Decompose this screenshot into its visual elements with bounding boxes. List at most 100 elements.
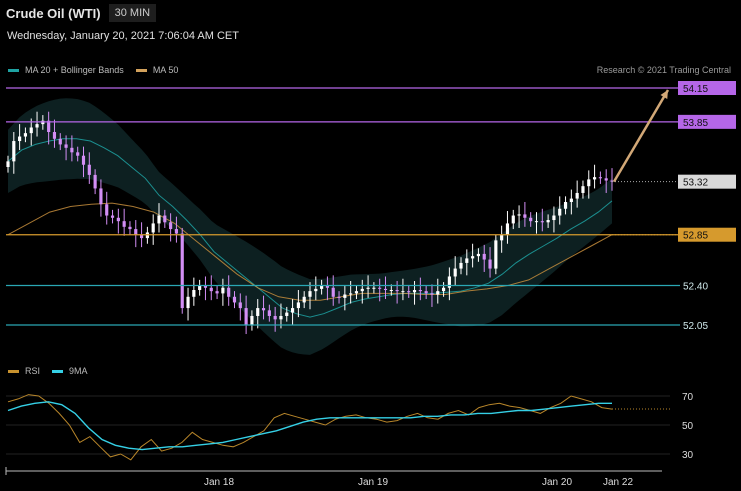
candle [500, 234, 504, 241]
level-tag-54.15 [678, 81, 736, 95]
level-label-52.85: 52.85 [683, 231, 708, 242]
x-tick-label: Jan 22 [603, 477, 633, 488]
candle [70, 147, 74, 153]
timeframe-button[interactable]: 30 MIN [108, 4, 157, 22]
rsi-9ma-line [7, 401, 612, 451]
candle [349, 293, 353, 295]
9ma-swatch [52, 370, 64, 374]
candle [296, 302, 300, 309]
candle [99, 188, 103, 205]
candle [163, 215, 167, 223]
candle [494, 240, 498, 269]
candle [261, 308, 266, 311]
candle [529, 217, 533, 222]
candle [157, 215, 161, 224]
candle [93, 174, 97, 189]
candle [412, 290, 417, 293]
candle [401, 291, 405, 293]
candle [169, 222, 173, 230]
rsi-tick: 30 [682, 450, 694, 461]
target-arrow [612, 89, 670, 183]
legend-ma50-label: MA 50 [152, 65, 179, 75]
rsi-line [7, 394, 613, 461]
candle [378, 287, 382, 289]
last-price-label: 53.32 [683, 178, 708, 189]
candle [285, 312, 289, 316]
candle [320, 285, 324, 289]
candle [418, 290, 422, 292]
candle [569, 198, 573, 202]
candle [592, 177, 597, 180]
x-tick-label: Jan 20 [542, 477, 572, 488]
candle [244, 308, 248, 325]
legend-item-ma20: MA 20 + Bollinger Bands [8, 65, 124, 75]
candle [447, 276, 451, 288]
candle [459, 262, 463, 269]
candle [151, 223, 155, 233]
instrument-title: Crude Oil (WTI) [6, 5, 101, 21]
candle [441, 287, 446, 292]
credit-text: Research © 2021 Trading Central [596, 65, 731, 75]
candle [610, 180, 614, 182]
candle [558, 208, 562, 216]
candle [511, 215, 515, 224]
candle [453, 268, 457, 277]
candle [488, 259, 492, 269]
candle [505, 223, 510, 235]
level-label-52.40: 52.40 [683, 282, 708, 293]
candle [517, 214, 521, 216]
legend-ma20-label: MA 20 + Bollinger Bands [25, 65, 124, 75]
candle [354, 291, 359, 294]
candle [337, 296, 341, 298]
target-arrowhead [660, 90, 668, 99]
legend-rsi-label: RSI [25, 366, 41, 376]
candle [581, 186, 585, 193]
candle [395, 290, 399, 292]
candle [465, 258, 469, 263]
datetime-label: Wednesday, January 20, 2021 7:06:04 AM C… [7, 30, 239, 42]
candle [587, 179, 591, 187]
legend-9ma-label: 9MA [69, 366, 88, 376]
candle [64, 144, 68, 148]
candle [227, 287, 231, 297]
candle [198, 285, 202, 291]
candle [12, 141, 16, 162]
candle [290, 308, 295, 313]
candle [250, 315, 254, 325]
candle [372, 287, 376, 289]
candle [23, 133, 28, 137]
rsi-swatch [8, 370, 19, 374]
candle [360, 288, 364, 292]
candle [174, 229, 179, 234]
bollinger-band [8, 98, 612, 355]
ma20-line [7, 138, 613, 318]
candle [18, 136, 22, 142]
level-tag-53.85 [678, 114, 736, 129]
legend-item-rsi: RSI [8, 366, 40, 376]
price-legend: MA 20 + Bollinger Bands MA 50 [8, 65, 178, 75]
legend-item-ma50: MA 50 [135, 65, 179, 75]
level-label-52.05: 52.05 [683, 321, 708, 332]
rsi-tick: 50 [682, 421, 694, 432]
header: Crude Oil (WTI) 30 MIN [6, 3, 157, 23]
candle [604, 178, 608, 181]
level-label-54.15: 54.15 [683, 84, 708, 95]
x-tick-label: Jan 19 [358, 477, 388, 488]
candle [471, 256, 475, 259]
candle [383, 288, 388, 291]
candle [256, 308, 260, 316]
candle [134, 229, 138, 235]
level-label-53.85: 53.85 [683, 118, 708, 129]
candle [139, 234, 144, 239]
ma20-swatch [8, 69, 19, 73]
candle [430, 293, 434, 295]
candle [343, 294, 347, 298]
candle [87, 164, 91, 175]
candle [279, 315, 283, 320]
candle [552, 215, 556, 221]
candle [331, 287, 335, 297]
candle [209, 287, 213, 292]
candle [407, 291, 411, 293]
candle [424, 291, 428, 294]
